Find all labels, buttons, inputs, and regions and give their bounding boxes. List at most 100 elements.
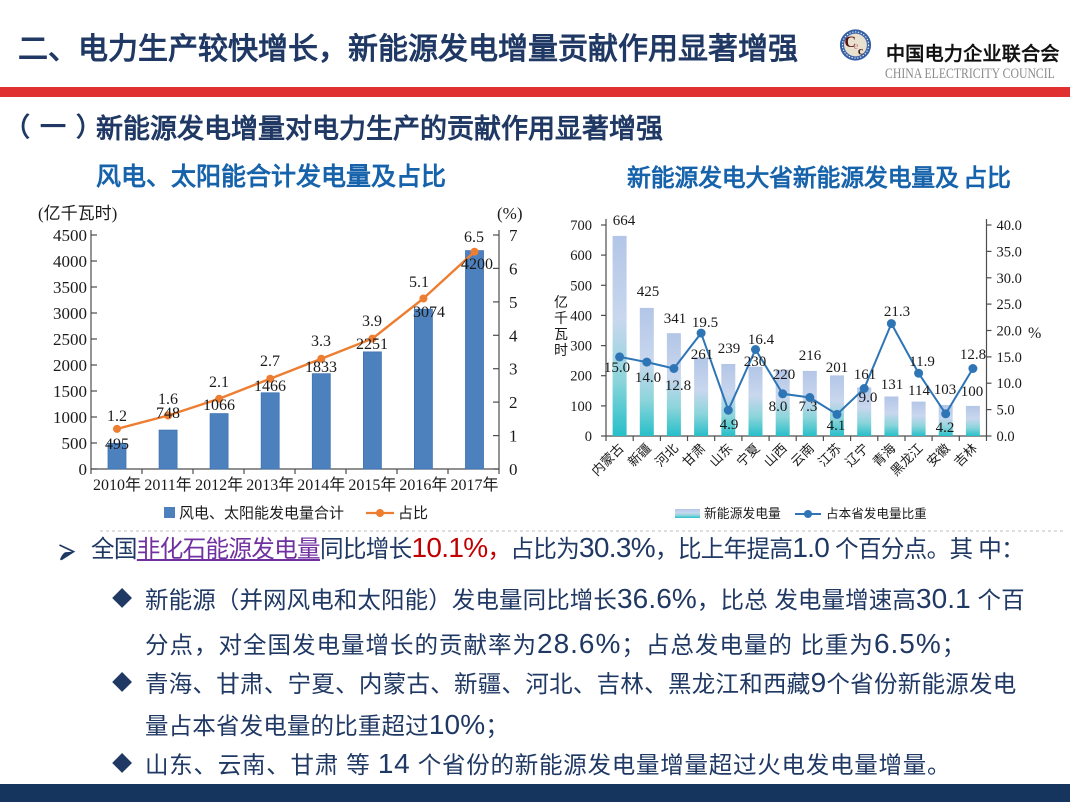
svg-text:7.3: 7.3 bbox=[799, 399, 818, 415]
svg-text:700: 700 bbox=[570, 218, 592, 234]
svg-text:云南: 云南 bbox=[788, 441, 817, 470]
svg-text:4000: 4000 bbox=[53, 252, 87, 271]
svg-text:2000: 2000 bbox=[53, 356, 87, 375]
svg-text:6.5: 6.5 bbox=[464, 229, 484, 246]
svg-text:4500: 4500 bbox=[53, 226, 87, 245]
svg-text:9.0: 9.0 bbox=[859, 390, 878, 406]
svg-text:12.8: 12.8 bbox=[665, 378, 691, 394]
svg-text:2017年: 2017年 bbox=[450, 476, 498, 494]
svg-text:2.7: 2.7 bbox=[260, 353, 280, 370]
svg-text:3500: 3500 bbox=[53, 278, 87, 297]
svg-text:C: C bbox=[845, 34, 857, 51]
svg-text:600: 600 bbox=[570, 248, 592, 264]
svg-text:103: 103 bbox=[934, 382, 957, 398]
svg-text:4.9: 4.9 bbox=[720, 417, 739, 433]
svg-text:161: 161 bbox=[854, 367, 877, 383]
svg-text:内蒙古: 内蒙古 bbox=[589, 441, 627, 479]
svg-text:瓦: 瓦 bbox=[554, 328, 568, 343]
svg-text:239: 239 bbox=[718, 341, 741, 357]
svg-text:甘肃: 甘肃 bbox=[679, 441, 708, 470]
svg-text:400: 400 bbox=[570, 308, 592, 324]
svg-text:0: 0 bbox=[79, 460, 88, 479]
svg-text:亿: 亿 bbox=[554, 295, 568, 311]
svg-text:1000: 1000 bbox=[53, 408, 87, 427]
svg-text:500: 500 bbox=[570, 278, 592, 294]
svg-text:12.8: 12.8 bbox=[960, 347, 986, 363]
svg-text:15.0: 15.0 bbox=[997, 350, 1022, 366]
svg-text:30.0: 30.0 bbox=[997, 271, 1022, 287]
svg-text:河北: 河北 bbox=[652, 441, 681, 470]
svg-text:3.9: 3.9 bbox=[362, 313, 382, 330]
svg-text:216: 216 bbox=[799, 348, 822, 364]
svg-text:1: 1 bbox=[509, 427, 518, 446]
svg-text:2.1: 2.1 bbox=[209, 374, 229, 391]
svg-text:114: 114 bbox=[908, 383, 930, 399]
svg-text:1.6: 1.6 bbox=[158, 391, 178, 408]
svg-text:10.0: 10.0 bbox=[997, 376, 1022, 392]
svg-text:220: 220 bbox=[773, 367, 796, 383]
svg-text:6: 6 bbox=[509, 259, 518, 278]
svg-text:4200: 4200 bbox=[461, 256, 493, 273]
svg-text:江苏: 江苏 bbox=[815, 441, 844, 470]
svg-text:占本省发电量比重: 占本省发电量比重 bbox=[826, 506, 927, 521]
svg-text:19.5: 19.5 bbox=[692, 315, 718, 331]
svg-text:2015年: 2015年 bbox=[348, 476, 396, 494]
svg-text:16.4: 16.4 bbox=[748, 332, 775, 348]
svg-text:时: 时 bbox=[554, 343, 568, 359]
svg-text:安徽: 安徽 bbox=[924, 441, 953, 470]
svg-text:664: 664 bbox=[613, 213, 636, 229]
svg-text:新疆: 新疆 bbox=[625, 441, 654, 470]
svg-text:3: 3 bbox=[509, 360, 518, 379]
svg-text:35.0: 35.0 bbox=[997, 244, 1022, 260]
svg-text:2010年: 2010年 bbox=[93, 476, 141, 494]
svg-text:辽宁: 辽宁 bbox=[842, 441, 871, 470]
svg-text:201: 201 bbox=[826, 360, 849, 376]
svg-text:14.0: 14.0 bbox=[635, 370, 661, 386]
svg-text:4: 4 bbox=[509, 326, 518, 345]
svg-text:山东: 山东 bbox=[706, 441, 735, 470]
svg-text:7: 7 bbox=[509, 226, 518, 245]
svg-text:341: 341 bbox=[664, 311, 687, 327]
svg-text:(%): (%) bbox=[497, 204, 522, 223]
svg-text:11.9: 11.9 bbox=[909, 354, 935, 370]
svg-text:4.2: 4.2 bbox=[936, 420, 955, 436]
svg-text:3000: 3000 bbox=[53, 304, 87, 323]
svg-text:21.3: 21.3 bbox=[884, 304, 910, 320]
svg-text:山西: 山西 bbox=[761, 441, 790, 470]
svg-text:0.0: 0.0 bbox=[997, 429, 1015, 445]
svg-text:5: 5 bbox=[509, 293, 518, 312]
svg-text:495: 495 bbox=[105, 436, 129, 453]
svg-text:5.1: 5.1 bbox=[409, 274, 429, 291]
svg-text:c: c bbox=[858, 44, 864, 58]
svg-text:占比: 占比 bbox=[398, 505, 428, 522]
svg-text:8.0: 8.0 bbox=[769, 399, 788, 415]
svg-text:%: % bbox=[1028, 325, 1041, 342]
svg-text:新能源发电量: 新能源发电量 bbox=[704, 506, 781, 521]
svg-text:500: 500 bbox=[62, 434, 88, 453]
svg-text:1.2: 1.2 bbox=[107, 408, 127, 425]
svg-text:2: 2 bbox=[509, 393, 518, 412]
svg-text:40.0: 40.0 bbox=[997, 218, 1022, 234]
svg-text:2251: 2251 bbox=[356, 336, 388, 353]
svg-text:1833: 1833 bbox=[305, 359, 337, 376]
svg-text:(亿千瓦时): (亿千瓦时) bbox=[38, 204, 117, 223]
svg-text:2014年: 2014年 bbox=[297, 476, 345, 494]
svg-text:261: 261 bbox=[691, 347, 714, 363]
svg-text:230: 230 bbox=[744, 354, 767, 370]
svg-text:2013年: 2013年 bbox=[246, 476, 294, 494]
svg-text:100: 100 bbox=[570, 399, 592, 415]
svg-text:425: 425 bbox=[637, 284, 660, 300]
svg-text:2016年: 2016年 bbox=[399, 476, 447, 494]
svg-text:15.0: 15.0 bbox=[604, 360, 630, 376]
svg-text:1066: 1066 bbox=[203, 397, 235, 414]
svg-text:0: 0 bbox=[585, 429, 592, 445]
svg-text:风电、太阳能发电量合计: 风电、太阳能发电量合计 bbox=[179, 505, 344, 522]
svg-text:748: 748 bbox=[156, 405, 180, 422]
svg-text:5.0: 5.0 bbox=[997, 403, 1015, 419]
svg-text:2012年: 2012年 bbox=[195, 476, 243, 494]
svg-text:2011年: 2011年 bbox=[144, 476, 191, 494]
svg-text:25.0: 25.0 bbox=[997, 297, 1022, 313]
svg-text:20.0: 20.0 bbox=[997, 324, 1022, 340]
svg-text:131: 131 bbox=[881, 377, 904, 393]
svg-text:1500: 1500 bbox=[53, 382, 87, 401]
